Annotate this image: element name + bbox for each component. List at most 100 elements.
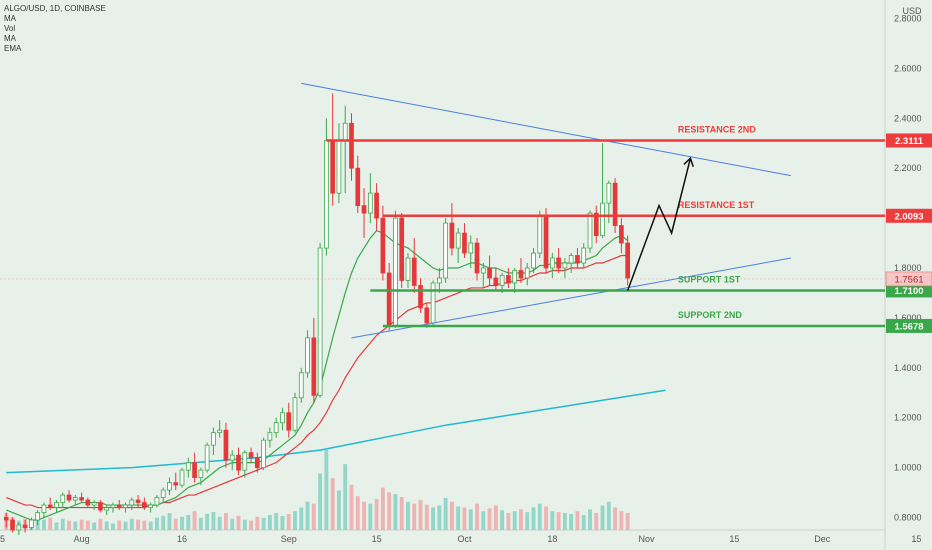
candle-body	[110, 504, 116, 508]
candle-body	[324, 140, 329, 249]
ma-red-line	[6, 254, 628, 509]
volume-bar	[550, 511, 555, 530]
volume-bar	[324, 450, 329, 530]
volume-bar	[280, 515, 285, 530]
symbol-title: ALGO/USD, 1D, COINBASE	[4, 4, 106, 13]
candle-body	[606, 182, 612, 204]
y-tick-label: 1.6000	[894, 313, 922, 323]
candle-body	[3, 517, 9, 521]
volume-bar	[625, 513, 630, 530]
candle-body	[223, 429, 229, 461]
candle-body	[380, 217, 386, 274]
candle-body	[568, 255, 574, 264]
candle-body	[443, 222, 448, 279]
volume-bar	[154, 517, 159, 530]
volume-bar	[475, 503, 479, 530]
volume-bar	[406, 501, 410, 530]
volume-bar	[387, 492, 392, 530]
candle-body	[35, 512, 41, 521]
volume-bar	[355, 496, 360, 530]
volume-bar	[468, 509, 473, 530]
volume-bar	[588, 509, 592, 530]
volume-bar	[60, 518, 65, 530]
volume-bar	[619, 511, 624, 530]
level-price-tag	[886, 208, 932, 223]
volume-bar	[462, 507, 467, 530]
candle-body	[449, 222, 455, 249]
volume-bar	[368, 503, 373, 530]
candle-body	[179, 469, 185, 486]
candle-body	[411, 257, 417, 286]
candle-body	[455, 232, 461, 249]
candle-body	[330, 140, 336, 194]
candle-body	[142, 502, 147, 508]
volume-bar	[418, 499, 423, 530]
candle-body	[518, 270, 524, 279]
x-tick-label: 15	[911, 534, 921, 544]
candle-body	[393, 217, 398, 326]
y-tick-label: 2.8000	[894, 13, 922, 23]
volume-bar	[117, 520, 122, 530]
volume-bar	[336, 490, 341, 530]
volume-bar	[136, 519, 141, 530]
candle-body	[104, 507, 110, 511]
candle-body	[41, 504, 47, 513]
candle-body	[116, 504, 122, 508]
candle-body	[581, 247, 587, 264]
volume-bar	[443, 498, 448, 530]
candle-body	[480, 267, 486, 274]
volume-bar	[481, 511, 486, 530]
candle-body	[424, 307, 430, 324]
volume-bar	[318, 473, 323, 530]
volume-bar	[311, 503, 316, 530]
candle-body	[192, 462, 197, 478]
projection-arrow-head	[683, 156, 694, 167]
candle-body	[430, 282, 436, 324]
candle-body	[211, 432, 216, 446]
x-tick-label: Nov	[638, 534, 655, 544]
candle-body	[367, 192, 373, 214]
candle-body	[91, 502, 97, 506]
candle-body	[154, 497, 160, 506]
volume-bar	[173, 518, 178, 530]
volume-bar	[500, 510, 505, 530]
volume-bar	[349, 484, 354, 530]
candle-body	[261, 439, 266, 469]
candle-body	[236, 454, 241, 471]
x-tick-label: Oct	[457, 534, 472, 544]
x-tick-label: 15	[0, 534, 5, 544]
volume-bar	[343, 464, 348, 530]
candle-body	[355, 167, 361, 207]
volume-bar	[506, 513, 511, 530]
candle-body	[54, 502, 59, 508]
volume-bar	[299, 507, 304, 530]
volume-bar	[330, 478, 335, 530]
volume-bar	[123, 521, 128, 530]
level-price-text: 2.3111	[895, 136, 924, 147]
volume-bar	[600, 505, 605, 530]
candle-body	[575, 255, 580, 264]
candle-body	[317, 247, 323, 396]
volume-bar	[224, 513, 228, 530]
volume-bar	[519, 509, 523, 530]
volume-bar	[236, 515, 241, 530]
candle-body	[167, 482, 172, 491]
candle-body	[537, 215, 543, 254]
candle-body	[531, 252, 536, 269]
volume-bar	[217, 516, 222, 530]
candle-body	[543, 215, 549, 269]
candle-body	[499, 275, 505, 286]
level-label: RESISTANCE 1ST	[678, 200, 755, 210]
volume-bar	[180, 516, 184, 530]
volume-bar	[85, 520, 90, 530]
volume-bar	[544, 506, 549, 530]
volume-bar	[111, 523, 115, 530]
volume-bar	[104, 521, 109, 530]
volume-bar	[594, 513, 599, 530]
trendline-upper	[301, 82, 791, 177]
candle-body	[66, 494, 72, 501]
candle-body	[562, 262, 568, 269]
candle-body	[349, 122, 354, 169]
